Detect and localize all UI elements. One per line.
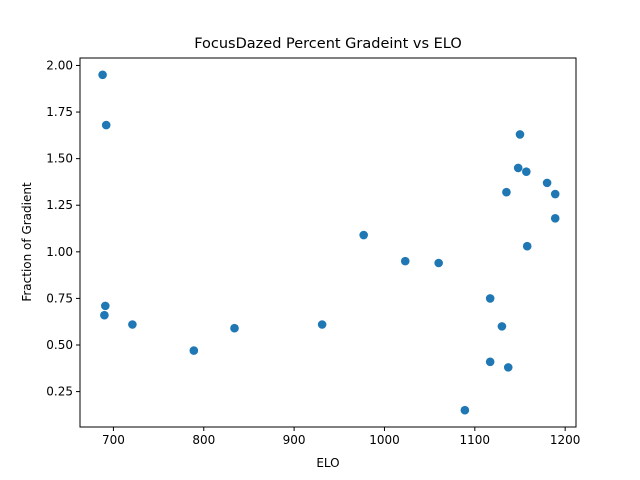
x-tick-label: 1100 [460, 433, 491, 447]
x-tick-label: 900 [283, 433, 306, 447]
data-point [542, 178, 552, 188]
data-point [98, 70, 107, 80]
x-tick-label: 700 [102, 433, 125, 447]
data-point [522, 241, 532, 251]
y-axis-label: Fraction of Gradient [20, 182, 34, 302]
y-tick-label: 2.00 [46, 58, 73, 72]
x-tick-label: 1200 [550, 433, 581, 447]
y-tick-label: 0.25 [46, 385, 73, 399]
y-axis-ticks: 0.25 0.50 0.75 1.00 1.25 1.50 1.75 2.00 [46, 58, 80, 399]
data-point [230, 323, 239, 333]
data-point [460, 405, 470, 415]
data-point [100, 301, 110, 311]
data-point [359, 230, 368, 240]
data-point [101, 120, 111, 130]
data-point [503, 363, 513, 372]
y-tick-label: 1.25 [46, 198, 73, 212]
data-point [513, 163, 523, 173]
data-point [189, 346, 199, 355]
y-tick-label: 0.50 [46, 338, 73, 352]
y-tick-label: 1.50 [46, 152, 73, 166]
data-point [550, 189, 560, 199]
y-tick-label: 1.75 [46, 105, 73, 119]
x-axis-ticks: 700 800 900 1000 1100 1200 [102, 427, 580, 447]
data-point [317, 320, 327, 329]
data-point [502, 187, 511, 197]
x-tick-label: 1000 [369, 433, 400, 447]
data-point [497, 322, 507, 331]
data-point [128, 320, 137, 329]
y-tick-label: 0.75 [46, 291, 73, 305]
data-points [98, 70, 560, 415]
plot-area [79, 57, 577, 428]
data-point [400, 256, 410, 266]
y-tick-label: 1.00 [46, 245, 73, 259]
data-point [100, 310, 109, 320]
x-axis-label: ELO [316, 456, 339, 470]
data-point [522, 167, 531, 176]
x-tick-label: 800 [192, 433, 215, 447]
data-point [485, 357, 495, 367]
data-point [434, 258, 443, 268]
data-point [515, 130, 525, 139]
chart-title: FocusDazed Percent Gradeint vs ELO [194, 36, 462, 52]
data-point [485, 294, 495, 303]
data-point [550, 213, 560, 223]
